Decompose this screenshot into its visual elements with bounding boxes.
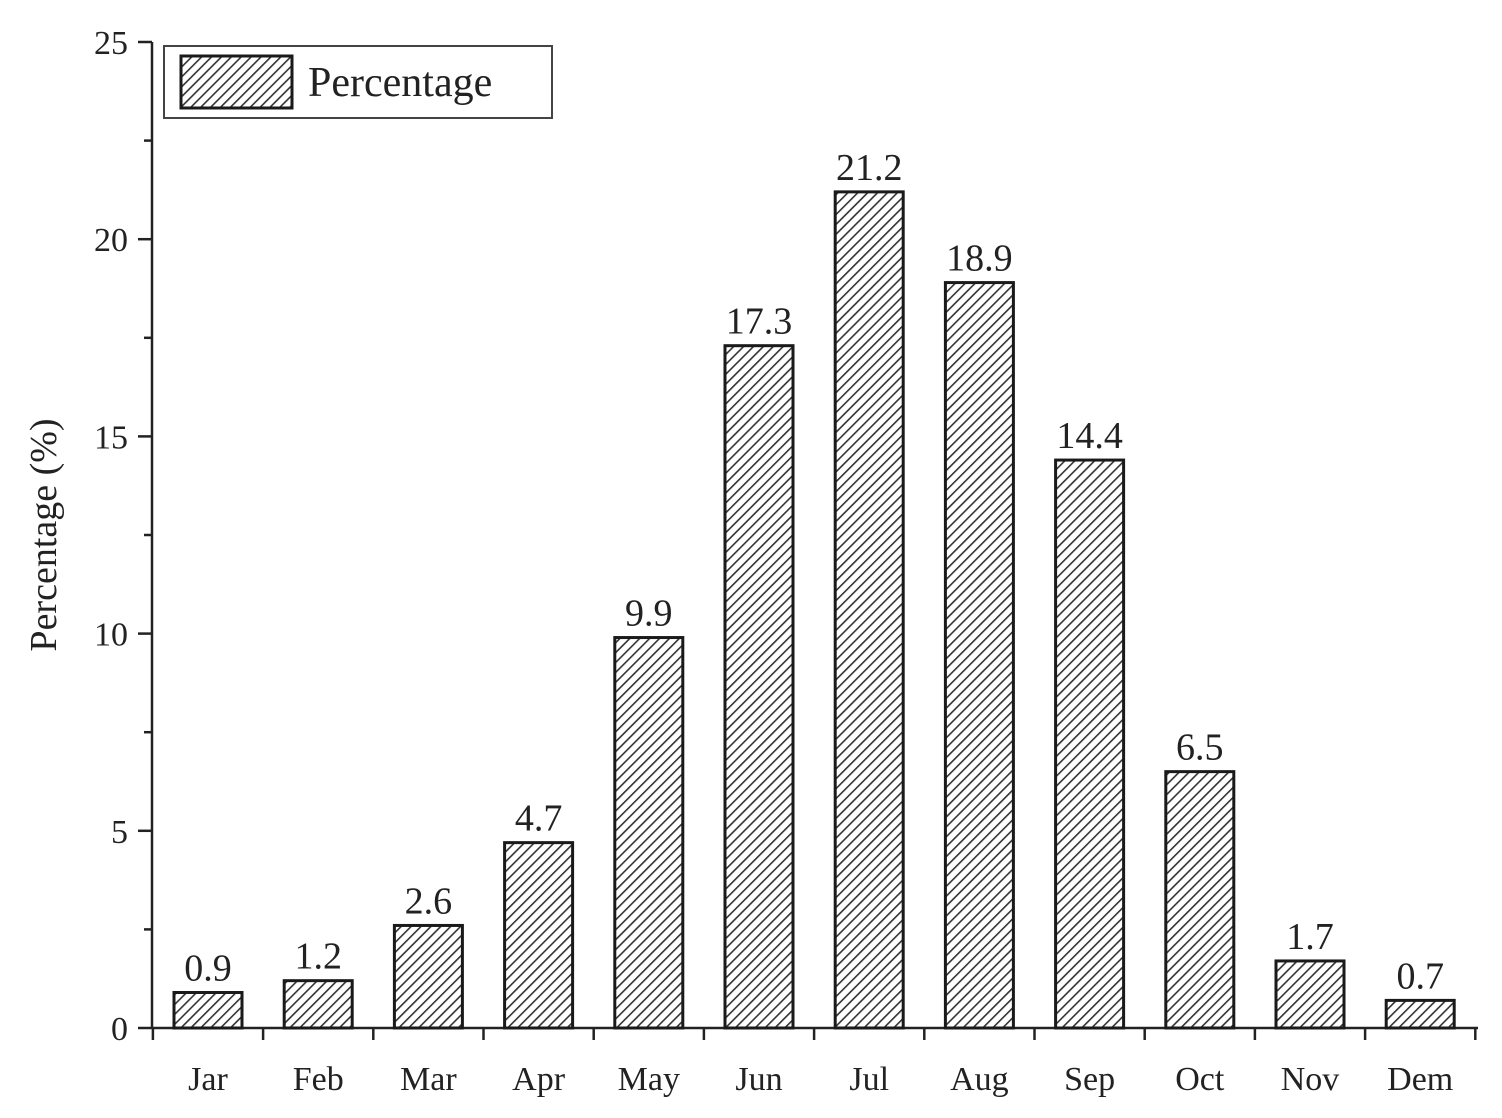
legend-label: Percentage <box>308 60 492 106</box>
data-label: 4.7 <box>515 798 563 840</box>
y-tick-label: 10 <box>94 617 128 654</box>
axes: 0 5 10 15 20 25 Jar Feb Mar Apr May Jun Jul Aug Sep Oct… <box>94 25 1478 1098</box>
legend: Percentage <box>163 45 553 119</box>
data-label: 2.6 <box>405 880 453 922</box>
bar <box>282 979 354 1030</box>
data-label: 6.5 <box>1176 727 1224 769</box>
bars-group <box>172 190 1456 1030</box>
data-label: 0.9 <box>184 948 232 990</box>
data-labels-group: 0.9 1.2 2.6 4.7 9.9 17.3 21.2 18.9 14.4 6.5 1.7 0.7 <box>184 147 1444 998</box>
bar <box>723 344 795 1030</box>
bar <box>1054 458 1126 1030</box>
data-label: 21.2 <box>836 147 903 189</box>
bar <box>392 923 464 1030</box>
y-tick-label: 25 <box>94 25 128 62</box>
bar <box>613 636 685 1030</box>
x-tick-label: Jul <box>849 1061 889 1098</box>
y-tick-label: 15 <box>94 419 128 456</box>
data-label: 18.9 <box>946 238 1013 280</box>
y-axis-title: Percentage (%) <box>23 418 65 651</box>
bar <box>172 991 244 1030</box>
y-tick-label: 0 <box>111 1011 128 1048</box>
x-tick-label: Sep <box>1064 1061 1115 1098</box>
bar <box>1164 770 1236 1030</box>
data-label: 17.3 <box>726 301 793 343</box>
bar <box>1384 998 1456 1030</box>
bar <box>833 190 905 1030</box>
data-label: 1.2 <box>294 936 342 978</box>
y-tick-label: 20 <box>94 222 128 259</box>
x-tick-label: May <box>618 1061 680 1098</box>
bar <box>1274 959 1346 1030</box>
x-tick-label: Apr <box>512 1061 566 1098</box>
y-tick-label: 5 <box>111 814 128 851</box>
data-label: 0.7 <box>1396 955 1444 997</box>
bar <box>503 841 575 1030</box>
x-tick-label: Dem <box>1387 1061 1453 1098</box>
data-label: 14.4 <box>1056 415 1123 457</box>
x-tick-label: Oct <box>1175 1061 1225 1098</box>
data-label: 9.9 <box>625 593 673 635</box>
bar <box>943 281 1015 1030</box>
x-tick-label: Aug <box>950 1061 1009 1098</box>
x-tick-label: Jar <box>188 1061 228 1098</box>
x-tick-label: Nov <box>1281 1061 1340 1098</box>
x-tick-label: Mar <box>400 1061 457 1098</box>
data-label: 1.7 <box>1286 916 1334 958</box>
legend-swatch <box>179 54 294 110</box>
x-tick-label: Jun <box>735 1061 782 1098</box>
x-tick-label: Feb <box>293 1061 344 1098</box>
